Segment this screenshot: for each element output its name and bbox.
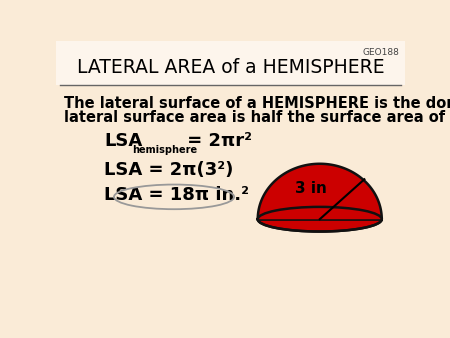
Text: GEO188: GEO188 — [363, 48, 400, 57]
Text: LSA: LSA — [104, 132, 143, 150]
Text: LSA = 2π(3²): LSA = 2π(3²) — [104, 161, 234, 179]
Text: LATERAL AREA of a HEMISPHERE: LATERAL AREA of a HEMISPHERE — [77, 58, 384, 77]
Text: The lateral surface of a HEMISPHERE is the dome.  The: The lateral surface of a HEMISPHERE is t… — [64, 96, 450, 111]
Text: lateral surface area is half the surface area of a sphere.: lateral surface area is half the surface… — [64, 110, 450, 125]
Text: LSA = 18π in.²: LSA = 18π in.² — [104, 186, 249, 204]
Text: = 2πr²: = 2πr² — [181, 132, 252, 150]
Polygon shape — [258, 207, 382, 219]
Text: hemisphere: hemisphere — [132, 145, 197, 155]
Polygon shape — [258, 164, 382, 232]
Text: 3 in: 3 in — [294, 181, 326, 196]
FancyBboxPatch shape — [56, 41, 405, 85]
